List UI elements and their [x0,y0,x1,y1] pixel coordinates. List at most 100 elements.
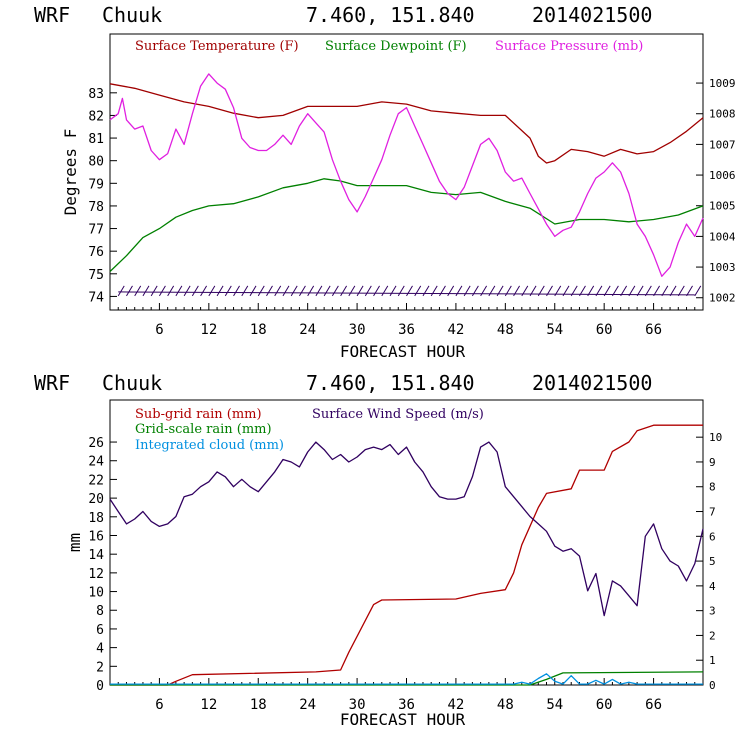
y-tick-label: 6 [96,623,104,638]
legend-entry-2: Surface Pressure (mb) [495,39,643,54]
wind-barb [686,285,693,297]
x-tick-label: 60 [596,322,613,338]
wind-barb [348,285,356,297]
wind-barb [216,285,224,297]
wind-barb [480,285,488,297]
x-tick-label: 30 [349,697,366,713]
wind-barb [406,285,413,297]
x-tick-label: 6 [155,697,163,713]
x-tick-label: 42 [447,697,464,713]
series-line-1 [110,671,704,686]
y2-tick-label: 10 [709,431,722,444]
y-tick-label: 12 [88,567,104,582]
wind-barb [439,285,446,297]
legend-entry-3: Surface Wind Speed (m/s) [312,407,484,422]
wind-barb [373,285,380,297]
wind-barb [249,285,257,297]
wind-barb [241,285,249,297]
y-tick-label: 76 [88,245,104,260]
wind-barb [496,285,504,297]
x-tick-label: 6 [155,322,163,338]
wind-barb [694,285,702,297]
y2-tick-label: 1004 [709,230,736,243]
series-line-0 [109,83,704,164]
wind-barb [208,285,216,297]
y-tick-label: 14 [88,548,104,563]
wind-barb [224,285,232,297]
x-tick-label: 36 [398,697,415,713]
y-axis-label: mm [65,533,84,552]
wind-barb [233,285,240,297]
y-tick-label: 2 [96,660,104,675]
x-axis-label: FORECAST HOUR [340,710,466,729]
x-tick-label: 54 [546,322,563,338]
y2-tick-label: 1008 [709,108,736,121]
x-tick-label: 18 [250,322,267,338]
y-tick-label: 8 [96,604,104,619]
y-tick-label: 78 [88,200,104,215]
wind-barb [340,285,348,297]
wind-barb [290,285,298,297]
y-tick-label: 75 [88,268,104,283]
wind-barb [364,285,372,297]
header-init-time: 2014021500 [532,3,652,27]
plot-frame [109,33,704,311]
series-line-3 [109,441,704,617]
y-tick-label: 4 [96,642,104,657]
y-tick-label: 26 [88,436,104,451]
wind-barb [183,285,191,297]
wind-barb [331,285,339,297]
x-tick-label: 30 [349,322,366,338]
wind-barb-baseline [118,291,695,296]
x-tick-label: 48 [497,697,514,713]
wind-barb [274,285,282,297]
x-tick-label: 66 [645,697,662,713]
wind-barb [463,285,471,297]
wind-barb [167,285,175,297]
x-tick-label: 60 [596,697,613,713]
x-tick-label: 18 [250,697,267,713]
y2-tick-label: 2 [709,629,716,642]
y-tick-label: 82 [88,109,104,124]
x-axis-label: FORECAST HOUR [340,342,466,361]
y-tick-label: 0 [96,679,104,694]
x-tick-label: 24 [299,322,316,338]
x-tick-label: 12 [200,697,217,713]
wind-barb [282,285,290,297]
y-tick-label: 79 [88,177,104,192]
wind-barb [307,285,315,297]
legend-entry-2: Integrated cloud (mm) [135,438,284,453]
y2-tick-label: 1003 [709,261,736,274]
wind-barb [422,285,430,297]
header-coords: 7.460, 151.840 [306,371,475,395]
y2-tick-label: 9 [709,456,716,469]
y2-tick-label: 1 [709,654,716,667]
y-tick-label: 20 [88,492,104,507]
y-tick-label: 24 [88,455,104,470]
wind-barb [430,285,438,297]
wind-barb [257,285,265,297]
wind-barb [669,285,677,297]
legend-entry-1: Surface Dewpoint (F) [325,39,467,54]
wind-barb [389,285,397,297]
series-line-2 [109,73,704,277]
wind-barb [447,285,455,297]
series-line-1 [109,178,704,272]
wind-barb [323,285,331,297]
y2-tick-label: 3 [709,605,716,618]
wind-barb [397,285,405,297]
y-tick-label: 77 [88,223,104,238]
wind-barb [315,285,323,297]
y-tick-label: 16 [88,529,104,544]
x-tick-label: 36 [398,322,415,338]
wind-barb [677,285,685,297]
y2-tick-label: 4 [709,580,716,593]
header-coords: 7.460, 151.840 [306,3,475,27]
y-tick-label: 83 [88,87,104,102]
y-tick-label: 18 [88,511,104,526]
top-panel-temperature-pressure: WRF Chuuk 7.460, 151.840 2014021500 6 12 18 24 3… [34,3,736,361]
y2-tick-label: 1007 [709,138,736,151]
wind-barb [661,285,669,297]
